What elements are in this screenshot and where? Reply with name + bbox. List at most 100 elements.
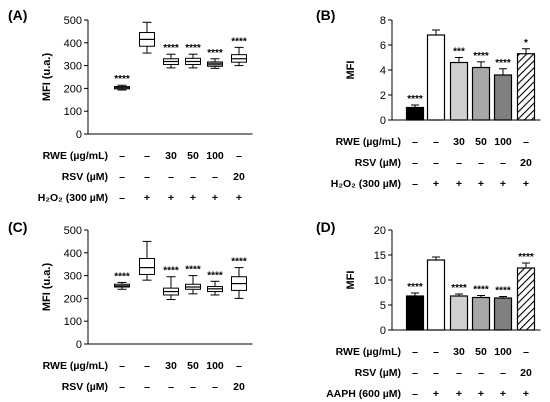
panel-c: (C) MFI (u.a.) 0 100 200 300 400 500 **** **** ***… xyxy=(8,219,253,393)
condition-cell: – xyxy=(433,346,439,358)
condition-cell: – xyxy=(412,346,418,358)
condition-cell: 50 xyxy=(475,346,487,358)
condition-cell: – xyxy=(456,157,462,169)
significance-label: **** xyxy=(207,48,223,59)
bar xyxy=(471,296,491,331)
condition-cell: 30 xyxy=(453,136,465,148)
condition-cell: 30 xyxy=(165,360,177,372)
bar xyxy=(405,106,425,121)
condition-row-label: RWE (µg/mL) xyxy=(336,346,401,358)
box-1 xyxy=(114,84,130,91)
condition-cell: – xyxy=(456,367,462,379)
bar xyxy=(493,74,513,121)
condition-cell: – xyxy=(190,381,196,393)
condition-cell: 100 xyxy=(206,150,224,162)
significance-label: **** xyxy=(231,36,247,47)
bar-4 xyxy=(471,295,491,331)
y-axis-label: MFI (u.a.) xyxy=(41,53,53,102)
condition-cell: 20 xyxy=(233,171,245,183)
condition-cell: 100 xyxy=(494,136,512,148)
y-tick-label: 0 xyxy=(380,325,386,337)
condition-cell: 100 xyxy=(494,346,512,358)
significance-label: **** xyxy=(473,285,489,296)
condition-cell: + xyxy=(236,192,242,204)
condition-cell: – xyxy=(500,367,506,379)
condition-row-label: H₂O₂ (300 µM) xyxy=(331,178,401,190)
significance-label: **** xyxy=(407,282,423,293)
condition-row-label: RSV (µM) xyxy=(355,157,401,169)
significance-label: **** xyxy=(407,94,423,105)
condition-cell: – xyxy=(119,381,125,393)
box-5 xyxy=(207,58,223,69)
y-axis-label: MFI xyxy=(345,61,357,80)
y-tick-label: 500 xyxy=(64,15,82,27)
box-2 xyxy=(139,240,155,281)
condition-cell: – xyxy=(412,157,418,169)
box-4 xyxy=(185,53,201,69)
condition-row-label: RSV (µM) xyxy=(62,381,108,393)
condition-cell: + xyxy=(433,178,439,190)
condition-cell: – xyxy=(144,150,150,162)
condition-cell: + xyxy=(456,388,462,400)
bar-1 xyxy=(405,292,425,331)
y-tick-label: 400 xyxy=(64,248,82,260)
condition-cell: – xyxy=(500,157,506,169)
condition-cell: + xyxy=(144,192,150,204)
condition-cell: – xyxy=(119,360,125,372)
condition-cell: + xyxy=(190,192,196,204)
y-tick-label: 100 xyxy=(64,316,82,328)
condition-cell: – xyxy=(412,136,418,148)
significance-label: **** xyxy=(207,270,223,281)
y-tick-label: 2 xyxy=(380,90,386,102)
condition-cell: 30 xyxy=(453,346,465,358)
bar xyxy=(493,297,513,331)
condition-cell: + xyxy=(456,178,462,190)
significance-label: **** xyxy=(114,74,130,85)
y-tick-label: 200 xyxy=(64,83,82,95)
significance-label: **** xyxy=(518,252,534,263)
bar xyxy=(516,267,536,331)
bar-4 xyxy=(471,61,491,121)
significance-label: **** xyxy=(114,271,130,282)
y-tick-label: 300 xyxy=(64,271,82,283)
y-tick-label: 8 xyxy=(380,15,386,27)
condition-row-label: AAPH (600 µM) xyxy=(326,388,401,400)
bar-2 xyxy=(426,256,446,331)
bar-1 xyxy=(405,104,425,121)
y-tick-label: 0 xyxy=(76,129,82,141)
box-2 xyxy=(139,21,155,54)
condition-row-label: RWE (µg/mL) xyxy=(43,150,108,162)
y-tick-label: 5 xyxy=(380,300,386,312)
condition-cell: – xyxy=(144,171,150,183)
condition-cell: + xyxy=(478,388,484,400)
condition-cell: – xyxy=(168,171,174,183)
condition-cell: 50 xyxy=(187,150,199,162)
condition-cell: – xyxy=(433,136,439,148)
condition-cell: + xyxy=(168,192,174,204)
condition-cell: – xyxy=(119,171,125,183)
bar-6 xyxy=(516,48,536,121)
bar xyxy=(449,295,469,331)
condition-row-label: H₂O₂ (300 µM) xyxy=(38,192,108,204)
significance-label: **** xyxy=(495,286,511,297)
y-tick-label: 10 xyxy=(374,275,386,287)
condition-cell: + xyxy=(500,388,506,400)
condition-cell: + xyxy=(523,388,529,400)
condition-cell: 20 xyxy=(233,381,245,393)
condition-cell: 30 xyxy=(165,150,177,162)
condition-cell: – xyxy=(236,150,242,162)
bar xyxy=(471,66,491,121)
y-tick-label: 400 xyxy=(64,38,82,50)
box-3 xyxy=(163,276,179,301)
y-tick-label: 500 xyxy=(64,225,82,237)
significance-label: **** xyxy=(495,58,511,69)
condition-cell: – xyxy=(523,346,529,358)
condition-cell: – xyxy=(478,367,484,379)
panel-d: (D) MFI 0 5 10 15 20 **** **** **** **** **** RWE (µ… xyxy=(316,219,541,400)
panel-letter: (B) xyxy=(316,7,335,23)
condition-cell: – xyxy=(212,381,218,393)
y-tick-label: 4 xyxy=(380,65,386,77)
y-tick-label: 0 xyxy=(76,339,82,351)
